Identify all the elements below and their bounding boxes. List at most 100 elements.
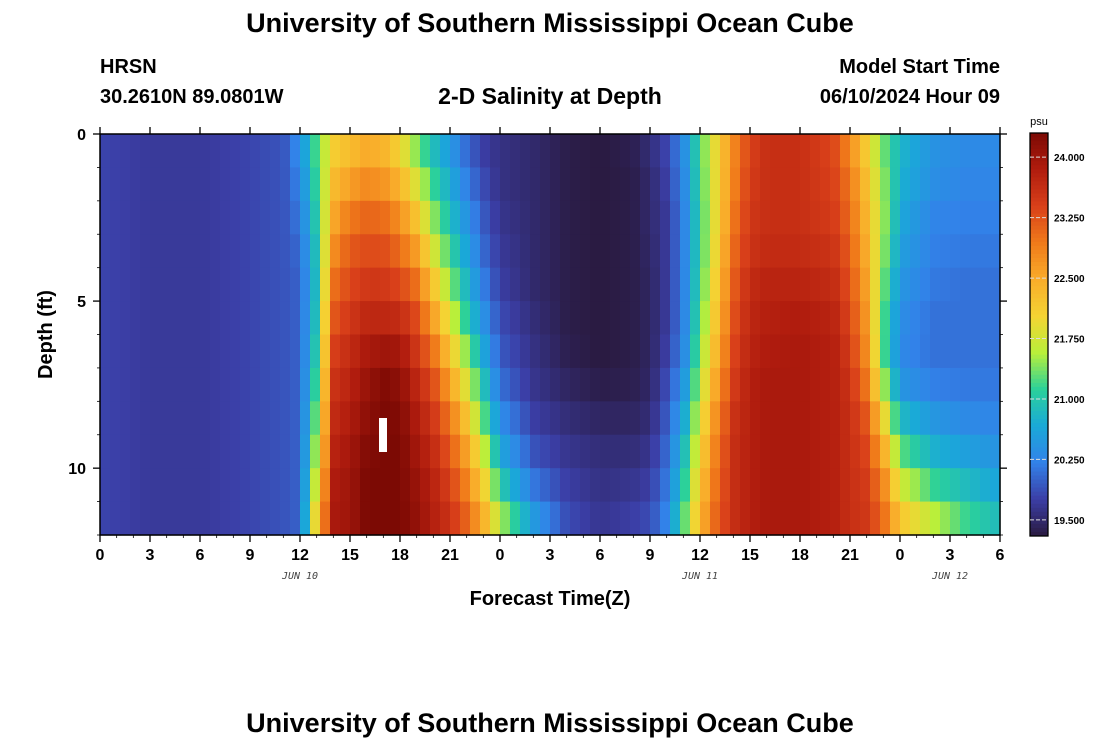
heatmap-cell — [880, 200, 891, 235]
heatmap-cell — [310, 301, 321, 336]
colorbar-segment — [1030, 475, 1048, 481]
heatmap-cell — [660, 468, 671, 503]
heatmap-cell — [770, 134, 781, 169]
heatmap-cell — [920, 434, 931, 469]
heatmap-cell — [960, 301, 971, 336]
heatmap-cell — [590, 301, 601, 336]
heatmap-cell — [720, 334, 731, 369]
heatmap-cell — [460, 267, 471, 302]
heatmap-cell — [620, 468, 631, 503]
heatmap-cell — [490, 301, 501, 336]
heatmap-cell — [140, 434, 151, 469]
heatmap-cell — [800, 234, 811, 269]
heatmap-cell — [390, 367, 401, 402]
heatmap-cell — [190, 367, 201, 402]
heatmap-cell — [750, 434, 761, 469]
heatmap-cell — [110, 167, 121, 202]
heatmap-cell — [380, 134, 391, 169]
heatmap-cell — [100, 234, 111, 269]
heatmap-cell — [420, 334, 431, 369]
x-tick-label: 9 — [246, 547, 255, 564]
heatmap-cell — [940, 501, 951, 536]
heatmap-cell — [790, 367, 801, 402]
colorbar-segment — [1030, 294, 1048, 299]
heatmap-cell — [280, 401, 291, 436]
heatmap-cell — [820, 267, 831, 302]
heatmap-cell — [830, 501, 841, 536]
heatmap-cell — [480, 301, 491, 336]
heatmap-cell — [810, 167, 821, 202]
heatmap-cell — [370, 501, 381, 536]
heatmap-cell — [340, 367, 351, 402]
heatmap-cell — [250, 367, 261, 402]
heatmap-cell — [760, 167, 771, 202]
heatmap-cell — [400, 367, 411, 402]
heatmap-cell — [410, 167, 421, 202]
heatmap-cell — [610, 434, 621, 469]
heatmap-cell — [220, 134, 231, 169]
heatmap-cell — [360, 267, 371, 302]
heatmap-cell — [660, 434, 671, 469]
heatmap-cell — [410, 501, 421, 536]
heatmap-cell — [470, 367, 481, 402]
heatmap-cell — [800, 468, 811, 503]
heatmap-cell — [650, 301, 661, 336]
heatmap-cell — [270, 267, 281, 302]
heatmap-cell — [360, 501, 371, 536]
heatmap-cell — [680, 501, 691, 536]
heatmap-cell — [230, 468, 241, 503]
heatmap-cell — [250, 434, 261, 469]
heatmap-cell — [650, 167, 661, 202]
heatmap-cell — [100, 501, 111, 536]
date-label: JUN 12 — [931, 571, 968, 582]
heatmap-cell — [490, 401, 501, 436]
heatmap-cell — [930, 367, 941, 402]
heatmap-cell — [420, 301, 431, 336]
heatmap-cell — [740, 468, 751, 503]
heatmap-cell — [470, 401, 481, 436]
heatmap-cell — [130, 200, 141, 235]
heatmap-cell — [170, 167, 181, 202]
heatmap-cell — [550, 234, 561, 269]
heatmap-cell — [210, 434, 221, 469]
heatmap-cell — [890, 468, 901, 503]
heatmap-cell — [430, 501, 441, 536]
heatmap-cell — [670, 134, 681, 169]
heatmap-cell — [670, 468, 681, 503]
heatmap-cell — [400, 301, 411, 336]
heatmap-cell — [960, 134, 971, 169]
heatmap-cell — [800, 367, 811, 402]
heatmap-cell — [580, 334, 591, 369]
heatmap-cell — [310, 434, 321, 469]
heatmap-cell — [570, 167, 581, 202]
colorbar-segment — [1030, 217, 1048, 223]
heatmap-cell — [310, 401, 321, 436]
heatmap-cell — [250, 334, 261, 369]
heatmap-cell — [940, 167, 951, 202]
heatmap-cell — [570, 134, 581, 169]
heatmap-cell — [950, 134, 961, 169]
heatmap-cell — [320, 401, 331, 436]
heatmap-cell — [480, 367, 491, 402]
heatmap-cell — [240, 367, 251, 402]
heatmap-cell — [300, 301, 311, 336]
heatmap-cell — [520, 301, 531, 336]
heatmap-cell — [110, 468, 121, 503]
colorbar-segment — [1030, 314, 1048, 319]
heatmap-cell — [690, 401, 701, 436]
heatmap-cell — [600, 234, 611, 269]
heatmap-cell — [180, 134, 191, 169]
heatmap-cell — [650, 367, 661, 402]
heatmap-cell — [880, 367, 891, 402]
colorbar-segment — [1030, 338, 1048, 344]
heatmap-cell — [370, 401, 381, 436]
heatmap-cell — [310, 367, 321, 402]
heatmap-cell — [330, 200, 341, 235]
heatmap-cell — [660, 134, 671, 169]
heatmap-cell — [130, 501, 141, 536]
heatmap-cell — [540, 434, 551, 469]
heatmap-cell — [420, 234, 431, 269]
heatmap-cell — [510, 401, 521, 436]
heatmap-cell — [290, 367, 301, 402]
colorbar-segment — [1030, 403, 1048, 408]
